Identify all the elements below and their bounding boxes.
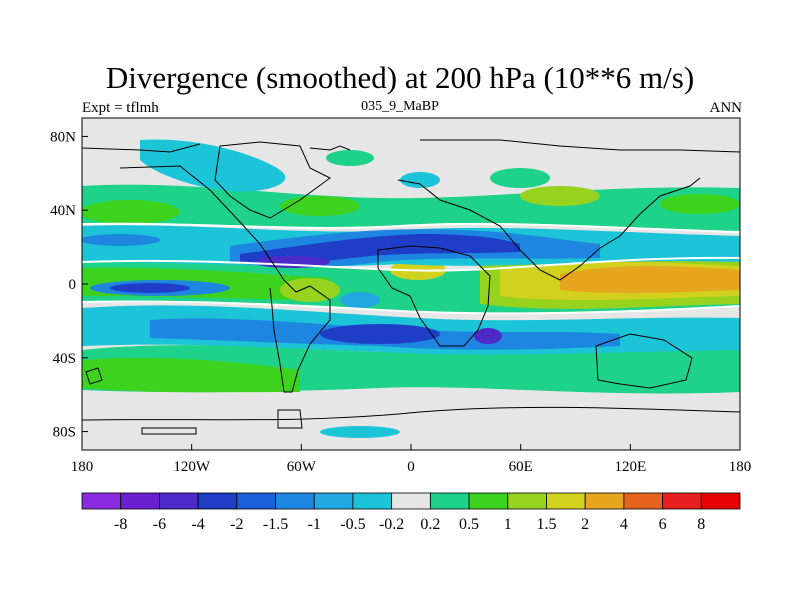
colorbar-swatch bbox=[700, 492, 741, 510]
field-tropics5 bbox=[560, 266, 740, 294]
colorbar-swatch bbox=[120, 492, 160, 510]
y-tick-label: 0 bbox=[69, 277, 77, 293]
colorbar-swatch bbox=[468, 492, 509, 510]
x-tick-label: 0 bbox=[407, 459, 415, 475]
y-tick-label: 40S bbox=[53, 351, 76, 367]
x-tick-label: 180 bbox=[729, 459, 752, 475]
colorbar: -8 -6 -4 -2 -1.5 -1 -0.5 -0.2 0.2 0.5 1 1.5 2 4 6 8 bbox=[81, 492, 741, 533]
y-tick-label: 40N bbox=[50, 203, 76, 219]
colorbar-label: 1.5 bbox=[536, 516, 556, 533]
colorbar-label: 0.2 bbox=[420, 516, 440, 533]
colorbar-label: 4 bbox=[620, 516, 628, 533]
coastlines bbox=[82, 139, 740, 435]
colorbar-swatch bbox=[623, 492, 663, 510]
chart-title: Divergence (smoothed) at 200 hPa (10**6 … bbox=[105, 60, 695, 95]
axes: 180 120W 60W 0 60E 120E 180 80N 40N 0 40S 80S bbox=[50, 129, 751, 475]
colorbar-label: -0.2 bbox=[379, 516, 404, 533]
colorbar-label: -2 bbox=[230, 516, 243, 533]
colorbar-label: -4 bbox=[191, 516, 204, 533]
colorbar-swatch bbox=[352, 492, 393, 510]
colorbar-swatch bbox=[275, 492, 315, 510]
x-tick-label: 60E bbox=[509, 459, 533, 475]
field-arctic-patch bbox=[326, 150, 374, 166]
field-south-conv3 bbox=[320, 324, 440, 344]
field-arctic-patch3 bbox=[400, 172, 440, 188]
x-tick-label: 60W bbox=[287, 459, 317, 475]
field-south-conv4 bbox=[474, 328, 502, 344]
field-eq-conv-atl bbox=[340, 292, 380, 308]
y-tick-label: 80S bbox=[53, 425, 76, 441]
colorbar-swatch bbox=[159, 492, 199, 510]
field-north-light-e bbox=[520, 186, 600, 206]
x-tick-label: 180 bbox=[71, 459, 94, 475]
x-tick-label: 120E bbox=[614, 459, 646, 475]
field-antarctic-patch bbox=[320, 426, 400, 438]
colorbar-swatch bbox=[313, 492, 354, 510]
colorbar-label: -1 bbox=[308, 516, 321, 533]
colorbar-label: 8 bbox=[697, 516, 705, 533]
colorbar-label: -0.5 bbox=[340, 516, 365, 533]
colorbar-swatch bbox=[662, 492, 702, 510]
colorbar-swatch bbox=[584, 492, 625, 510]
colorbar-swatch bbox=[546, 492, 586, 510]
field-south-light bbox=[82, 357, 300, 393]
colorbar-label: 1 bbox=[504, 516, 512, 533]
field-north-light-p bbox=[660, 194, 740, 214]
y-tick-label: 80N bbox=[50, 129, 76, 145]
field-north-conv6 bbox=[82, 234, 160, 246]
field-arctic-patch2 bbox=[490, 168, 550, 188]
field-arctic-blue bbox=[140, 139, 286, 192]
experiment-label: Expt = tflmh bbox=[82, 100, 159, 116]
field-north-conv5 bbox=[390, 234, 470, 246]
case-label: 035_9_MaBP bbox=[361, 99, 439, 114]
field-samerica-div bbox=[280, 278, 340, 302]
colorbar-swatch bbox=[236, 492, 276, 510]
colorbar-label: -8 bbox=[114, 516, 127, 533]
colorbar-swatch bbox=[391, 492, 431, 510]
colorbar-swatch bbox=[81, 492, 122, 510]
field-north-light-w bbox=[82, 200, 180, 224]
colorbar-label: -1.5 bbox=[263, 516, 288, 533]
colorbar-label: 2 bbox=[581, 516, 589, 533]
colorbar-label: 0.5 bbox=[459, 516, 479, 533]
colorbar-label: -6 bbox=[153, 516, 166, 533]
colorbar-swatch bbox=[507, 492, 547, 510]
colorbar-swatch bbox=[197, 492, 238, 510]
colorbar-swatch bbox=[429, 492, 470, 510]
field-north-light-c bbox=[280, 196, 360, 216]
field-eq-conv-w2 bbox=[110, 283, 190, 293]
colorbar-label: 6 bbox=[659, 516, 667, 533]
season-label: ANN bbox=[709, 100, 743, 116]
x-tick-label: 120W bbox=[173, 459, 211, 475]
